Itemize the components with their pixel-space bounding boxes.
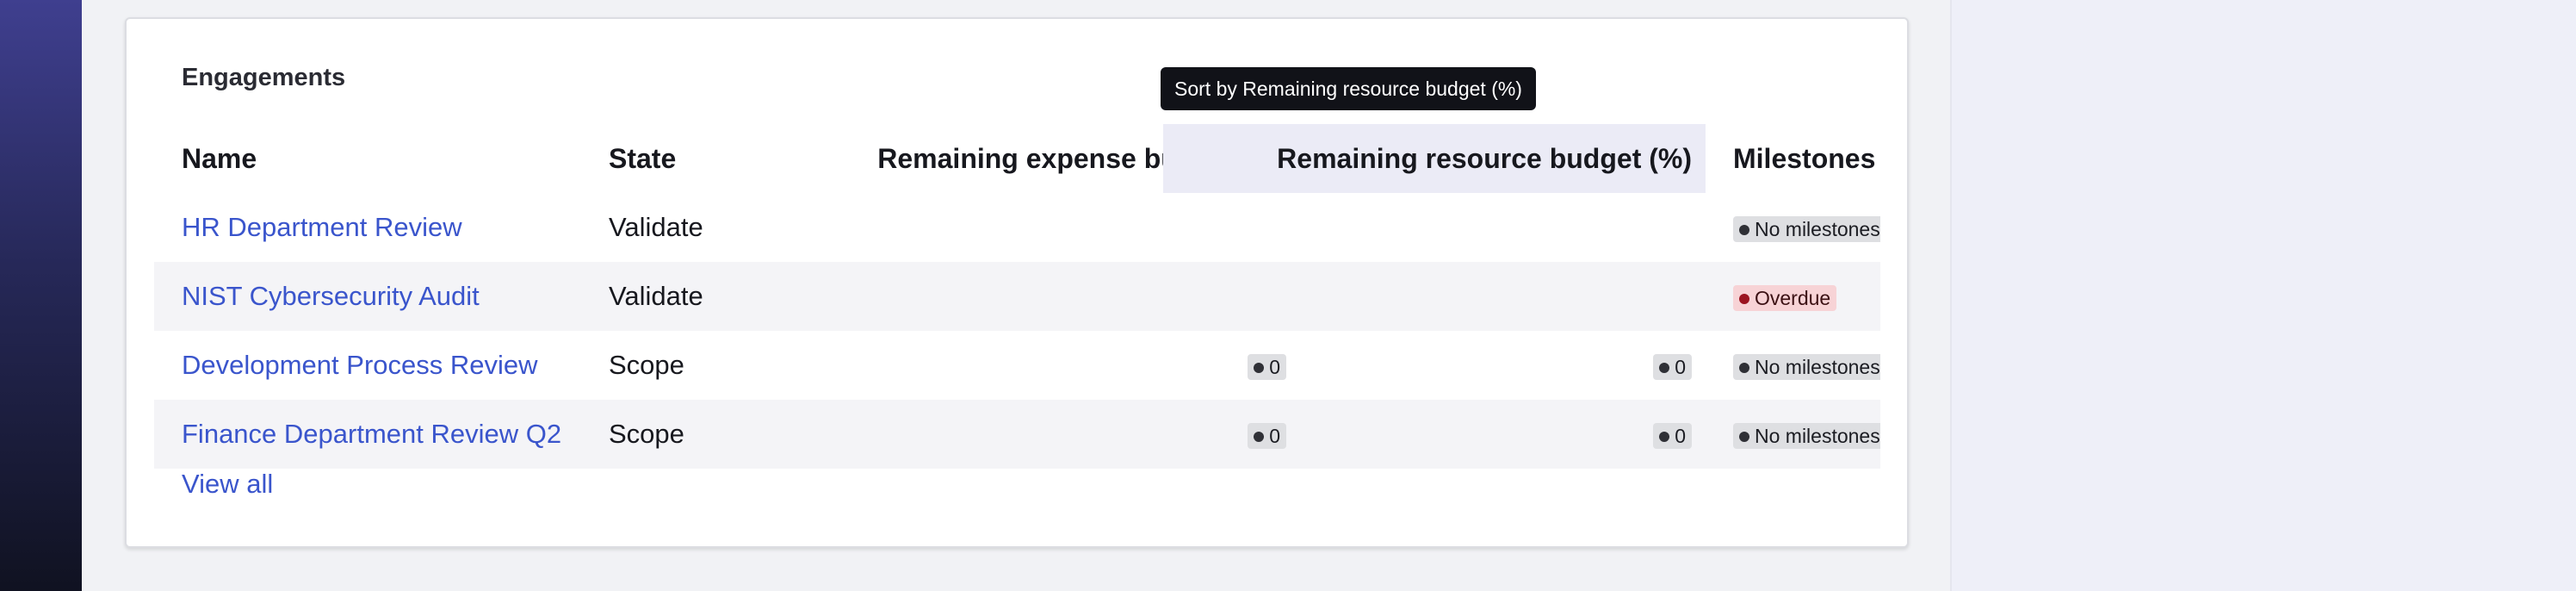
resource-budget-cell [1163,193,1706,262]
status-dot-icon [1659,362,1670,373]
resource-budget-badge: 0 [1653,422,1692,449]
expense-budget-badge: 0 [1248,353,1286,380]
resource-budget-value: 0 [1675,355,1686,378]
state-cell: Validate [609,281,703,311]
milestone-label: No milestones [1755,217,1880,240]
milestones-cell: No milestones [1706,331,1880,400]
state-cell: Scope [609,350,684,380]
view-all-link[interactable]: View all [182,469,274,499]
column-header-milestones[interactable]: Milestones progress [1733,143,1880,174]
resource-budget-cell: 0 [1163,331,1706,400]
engagements-table: Name State Remaining expense budget (%) … [154,124,1880,469]
milestone-label: No milestones [1755,424,1880,447]
resource-budget-value: 0 [1675,424,1686,447]
column-header-name[interactable]: Name [182,143,257,174]
state-cell: Validate [609,212,703,242]
expense-budget-value: 0 [1269,424,1280,447]
table-row: HR Department Review Validate No milesto… [154,193,1880,262]
expense-budget-badge: 0 [1248,422,1286,449]
table-row: Finance Department Review Q2 Scope 0 0 N… [154,400,1880,469]
state-cell: Scope [609,419,684,449]
resource-budget-cell [1163,262,1706,331]
status-dot-icon [1254,362,1265,373]
milestone-badge: No milestones [1733,215,1880,242]
table-row: NIST Cybersecurity Audit Validate Overdu… [154,262,1880,331]
milestones-cell: Overdue [1706,262,1880,331]
sort-tooltip: Sort by Remaining resource budget (%) [1161,67,1536,110]
resource-budget-cell: 0 [1163,400,1706,469]
right-side-panel [1952,0,2576,591]
milestone-badge: No milestones [1733,422,1880,449]
engagement-link[interactable]: NIST Cybersecurity Audit [182,281,480,311]
status-dot-icon [1739,431,1749,442]
expense-budget-cell: 0 [757,331,1286,400]
status-dot-icon [1659,431,1670,442]
expense-budget-cell: 0 [757,400,1286,469]
engagement-link[interactable]: Development Process Review [182,350,538,380]
engagements-card: Engagements Name State Remaining expense… [125,17,1909,548]
milestone-label: No milestones [1755,355,1880,378]
table-row: Development Process Review Scope 0 0 No … [154,331,1880,400]
status-dot-icon [1254,431,1265,442]
resource-budget-badge: 0 [1653,353,1692,380]
app-sidebar [0,0,82,591]
milestone-label: Overdue [1755,286,1831,309]
milestone-badge: Overdue [1733,284,1837,311]
milestones-cell: No milestones [1706,193,1880,262]
table-header-row: Name State Remaining expense budget (%) … [154,124,1880,193]
column-header-state[interactable]: State [609,143,677,174]
status-dot-icon [1739,293,1749,304]
expense-budget-value: 0 [1269,355,1280,378]
milestone-badge: No milestones [1733,353,1880,380]
status-dot-icon [1739,362,1749,373]
milestones-cell: No milestones [1706,400,1880,469]
panel-divider [1950,0,1952,591]
engagement-link[interactable]: HR Department Review [182,212,462,242]
card-title: Engagements [182,64,346,91]
engagement-link[interactable]: Finance Department Review Q2 [182,419,562,449]
status-dot-icon [1739,224,1749,235]
column-header-resource-budget[interactable]: Remaining resource budget (%) [1163,124,1706,193]
